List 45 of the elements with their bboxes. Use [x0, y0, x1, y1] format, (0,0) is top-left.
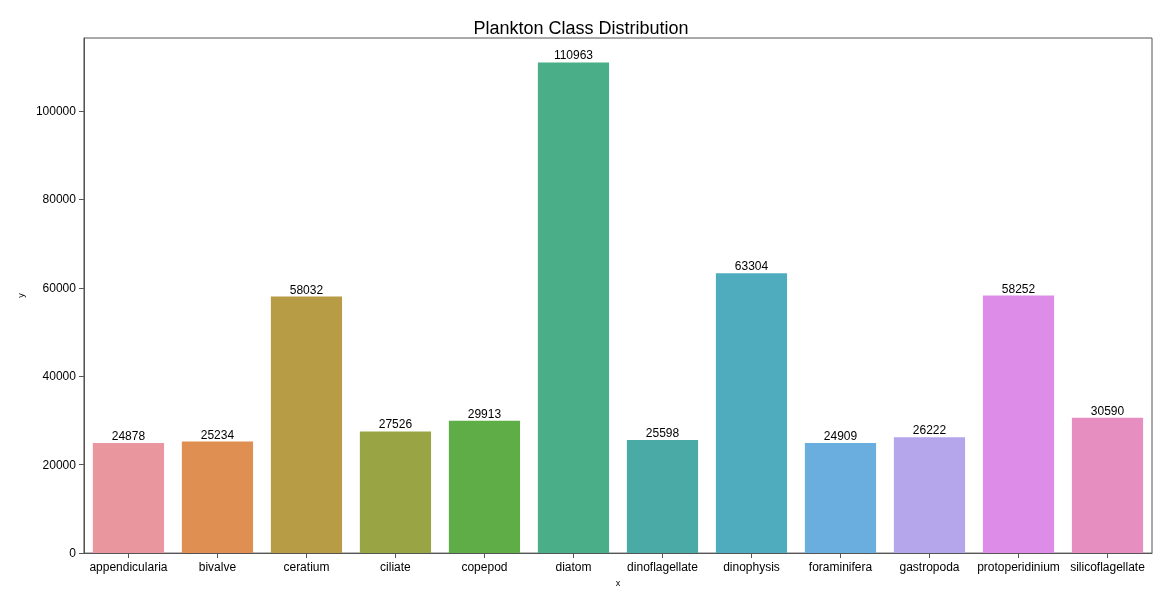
- bar: [1071, 417, 1144, 554]
- y-tick-label: 40000: [42, 369, 77, 384]
- data-label: 27526: [378, 417, 413, 432]
- x-tick-label: dinophysis: [723, 560, 780, 575]
- x-axis-title: x: [615, 577, 621, 588]
- bar: [715, 273, 788, 554]
- data-label: 110963: [553, 48, 594, 63]
- x-tick-label: dinoflagellate: [627, 560, 699, 575]
- data-label: 26222: [912, 423, 947, 438]
- data-label: 25234: [200, 427, 235, 442]
- chart-title: Plankton Class Distribution: [473, 18, 689, 38]
- y-tick-label: 80000: [42, 192, 77, 207]
- bar: [537, 62, 610, 554]
- x-tick-label: appendicularia: [89, 560, 168, 575]
- data-label: 30590: [1090, 403, 1125, 418]
- data-label: 58252: [1001, 281, 1036, 296]
- data-label: 24909: [823, 428, 858, 443]
- data-label: 29913: [467, 406, 502, 421]
- data-label: 63304: [734, 259, 769, 274]
- y-tick-label: 20000: [42, 457, 77, 472]
- bar: [181, 441, 254, 554]
- x-tick-label: copepod: [461, 560, 508, 575]
- x-tick-label: diatom: [555, 560, 592, 575]
- x-tick-label: ciliate: [380, 560, 412, 575]
- y-tick-label: 0: [69, 546, 77, 561]
- bar: [359, 431, 432, 554]
- x-tick-label: bivalve: [198, 560, 237, 575]
- bar: [626, 439, 699, 554]
- bar: [893, 437, 966, 554]
- y-tick-label: 100000: [35, 103, 77, 118]
- bar: [804, 442, 877, 554]
- bar: [448, 420, 521, 554]
- y-tick-label: 60000: [42, 280, 77, 295]
- bar: [270, 296, 343, 554]
- bar: [92, 443, 165, 554]
- data-label: 24878: [111, 429, 146, 444]
- x-tick-label: protoperidinium: [977, 560, 1060, 575]
- x-tick-label: gastropoda: [899, 560, 960, 575]
- bar: [982, 295, 1055, 554]
- data-label: 58032: [289, 282, 324, 297]
- data-label: 25598: [645, 425, 680, 440]
- x-tick-label: silicoflagellate: [1070, 560, 1146, 575]
- y-axis-title: y: [15, 292, 26, 298]
- x-tick-label: ceratium: [283, 560, 330, 575]
- x-tick-label: foraminifera: [808, 560, 873, 575]
